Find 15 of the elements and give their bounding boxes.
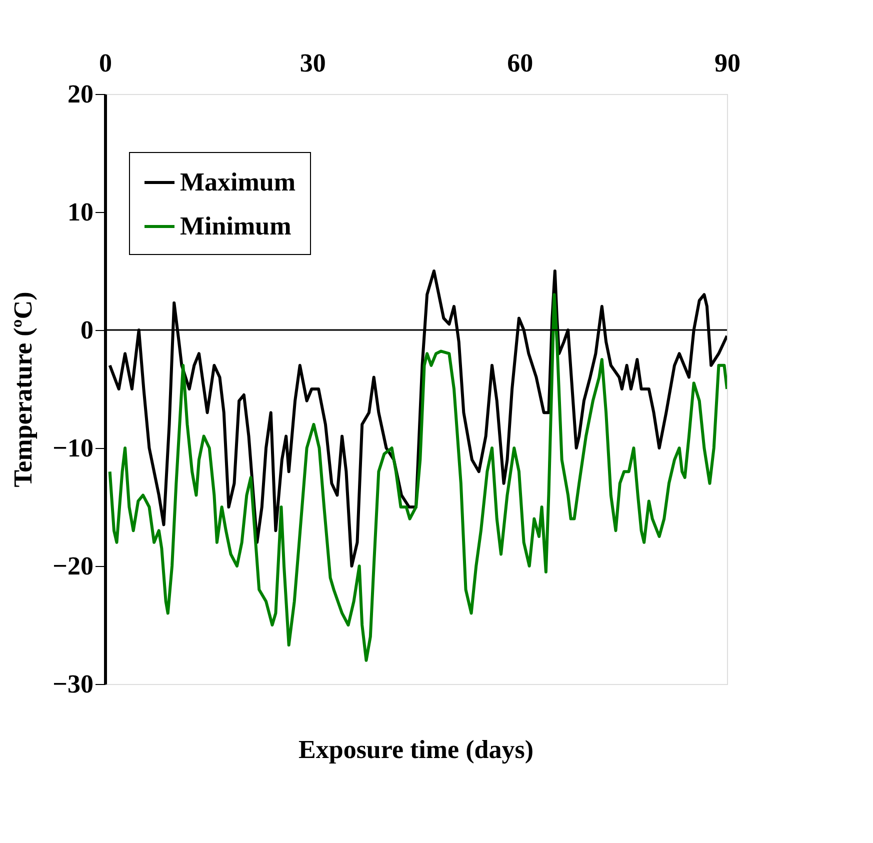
y-tick-label: −20 [52,552,94,580]
y-tick-label: 20 [68,80,94,108]
x-tick-label: 60 [507,48,534,78]
y-tick-label: 10 [68,198,94,226]
line-series [108,293,727,662]
legend-label: Maximum [180,168,296,196]
x-tick-label: 90 [714,48,740,78]
x-tick-label: 30 [300,48,326,78]
y-tick-label: −10 [52,434,94,462]
legend-label: Minimum [180,212,292,240]
y-tick-label: 0 [80,316,94,344]
x-axis-title: Exposure time (days) [298,735,534,764]
y-tick-label: −30 [52,670,94,698]
x-tick-label: 0 [99,48,112,78]
y-axis-title: Temperature (ºC) [8,292,38,488]
